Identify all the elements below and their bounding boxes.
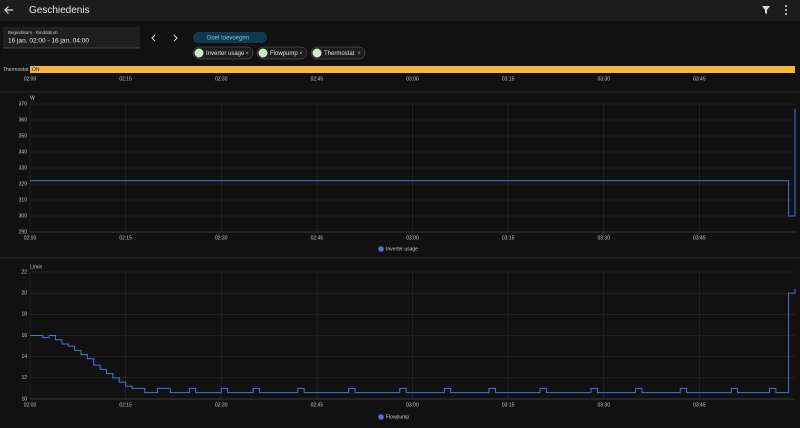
x-tick-label: 02:45 bbox=[311, 402, 324, 408]
timeline-tick-label: 03:00 bbox=[406, 76, 419, 82]
x-tick-label: 02:30 bbox=[215, 402, 228, 408]
x-tick-label: 03:15 bbox=[502, 235, 515, 241]
timeline-tick-label: 02:30 bbox=[215, 76, 228, 82]
timeline-tick-label: 03:30 bbox=[597, 76, 610, 82]
y-tick-label: 22 bbox=[21, 269, 27, 275]
timeline-tick-label: 03:15 bbox=[502, 76, 515, 82]
data-line bbox=[30, 108, 796, 217]
x-tick-label: 03:00 bbox=[406, 235, 419, 241]
entity-chip[interactable] bbox=[310, 46, 366, 60]
x-tick-label: 03:45 bbox=[693, 235, 706, 241]
unit-label: L/min bbox=[30, 264, 42, 270]
y-tick-label: 320 bbox=[19, 181, 28, 187]
date-value: 16 jan, 02:00 - 16 jan, 04:00 bbox=[8, 38, 89, 45]
date-label: Begindatum - Einddatum bbox=[8, 30, 58, 35]
x-tick-label: 02:15 bbox=[119, 402, 132, 408]
y-tick-label: 330 bbox=[19, 165, 28, 171]
x-tick-label: 03:30 bbox=[597, 235, 610, 241]
chip-remove: × bbox=[357, 51, 361, 57]
x-tick-label: 02:00 bbox=[24, 402, 37, 408]
x-tick-label: 03:45 bbox=[693, 402, 706, 408]
chip-label: Inverter usage bbox=[206, 51, 245, 57]
timeline-tick-label: 02:00 bbox=[24, 76, 37, 82]
y-tick-label: 10 bbox=[21, 396, 27, 402]
chip-label: Thermostat bbox=[324, 51, 355, 57]
y-tick-label: 290 bbox=[19, 229, 28, 235]
legend-label: Inverter usage bbox=[386, 247, 418, 253]
page-title: Geschiedenis bbox=[29, 5, 90, 16]
y-tick-label: 16 bbox=[21, 333, 27, 339]
chip-icon bbox=[258, 48, 268, 58]
chip-icon bbox=[194, 48, 204, 58]
x-tick-label: 02:00 bbox=[24, 235, 37, 241]
timeline-tick-label: 02:45 bbox=[311, 76, 324, 82]
add-target-label: Doel toevoegen bbox=[207, 35, 249, 41]
chip-remove: × bbox=[245, 51, 249, 57]
date-picker[interactable] bbox=[3, 27, 140, 48]
y-tick-label: 310 bbox=[19, 197, 28, 203]
filter-clear-button[interactable] bbox=[762, 6, 770, 14]
x-tick-label: 02:15 bbox=[119, 235, 132, 241]
chip-icon bbox=[312, 48, 322, 58]
timeline-tick-label: 03:45 bbox=[693, 76, 706, 82]
y-tick-label: 360 bbox=[19, 117, 28, 123]
y-tick-label: 300 bbox=[19, 213, 28, 219]
back-button[interactable] bbox=[4, 6, 13, 14]
unit-label: W bbox=[30, 95, 35, 101]
entity-chip[interactable] bbox=[192, 46, 254, 60]
legend-marker[interactable] bbox=[378, 246, 384, 252]
x-tick-label: 03:30 bbox=[597, 402, 610, 408]
legend-marker[interactable] bbox=[378, 414, 384, 420]
timeline-tick-label: 02:15 bbox=[119, 76, 132, 82]
chip-remove: × bbox=[299, 51, 303, 57]
add-target-button[interactable] bbox=[193, 32, 267, 43]
next-button[interactable] bbox=[173, 34, 178, 42]
y-tick-label: 12 bbox=[21, 375, 27, 381]
timeline-state: ON bbox=[32, 67, 40, 73]
top-bar bbox=[0, 0, 800, 21]
prev-button[interactable] bbox=[151, 34, 156, 42]
timeline-name: Thermostat bbox=[3, 67, 29, 73]
x-tick-label: 03:15 bbox=[502, 402, 515, 408]
chip-label: Flowpump bbox=[270, 51, 298, 57]
data-line bbox=[30, 288, 796, 394]
y-tick-label: 350 bbox=[19, 133, 28, 139]
y-tick-label: 340 bbox=[19, 149, 28, 155]
y-tick-label: 20 bbox=[21, 290, 27, 296]
legend-label: Flowpump bbox=[386, 415, 409, 421]
entity-chip[interactable] bbox=[256, 46, 308, 60]
x-tick-label: 02:30 bbox=[215, 235, 228, 241]
y-tick-label: 370 bbox=[19, 101, 28, 107]
timeline-state-bar bbox=[30, 66, 795, 73]
x-tick-label: 02:45 bbox=[311, 235, 324, 241]
y-tick-label: 14 bbox=[21, 354, 27, 360]
x-tick-label: 03:00 bbox=[406, 402, 419, 408]
y-tick-label: 18 bbox=[21, 312, 27, 318]
menu-button[interactable] bbox=[785, 5, 787, 15]
